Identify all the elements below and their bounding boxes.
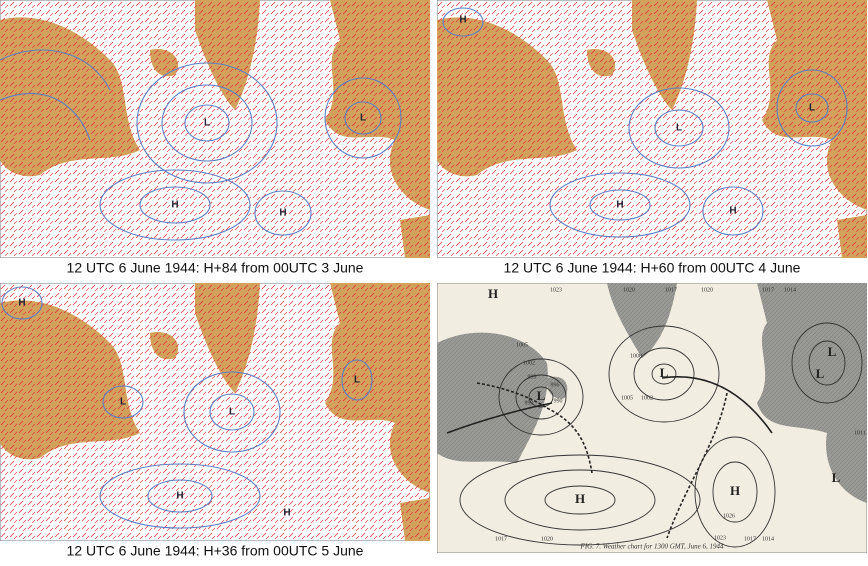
pressure-label: H [176,491,183,502]
isobar-value: 1026 [723,513,735,519]
fronts [446,376,773,539]
caption: 12 UTC 6 June 1944: H+84 from 00UTC 3 Ju… [67,260,364,276]
isobar-value: 1005 [621,395,633,401]
isobar-value: 1014 [784,287,796,293]
pressure-label: L [360,113,366,124]
caption: FIG. 7. Weather chart for 1300 GMT, June… [580,543,724,551]
isobar-value: 1008 [630,353,642,359]
isobar-value: 990 [554,398,563,404]
isobar-value: 1023 [550,287,562,293]
isobar-value: 1017 [665,287,677,293]
pressure-label: L [828,344,837,359]
pressure-label: L [229,407,235,418]
pressure-label: H [171,200,178,211]
isobars [0,49,402,241]
pressure-label: H [283,508,290,519]
isobar-value: 1017 [762,287,774,293]
isobar-value: 993 [525,400,534,406]
isobar-value: 1011 [854,430,866,436]
pressure-label: H [730,483,740,498]
isobar-value: 1020 [701,287,713,293]
isobars [1,286,373,529]
reanalysis-map: H L L H H [437,0,867,258]
pressure-label: L [816,366,825,381]
pressure-label: L [676,123,682,134]
isobar-value: 1020 [541,536,553,542]
pressure-label: H [575,491,585,506]
pressure-label: H [18,298,25,309]
isobar-value: 1017 [495,536,507,542]
isobar-value: 996 [551,382,560,388]
isobar-value: 1002 [523,360,535,366]
pressure-label: H [279,208,286,219]
caption: 12 UTC 6 June 1944: H+36 from 00UTC 5 Ju… [67,543,364,559]
pressure-label: L [120,397,126,408]
pressure-label: L [537,388,546,403]
caption: 12 UTC 6 June 1944: H+60 from 00UTC 4 Ju… [504,260,801,276]
isobar-value: 1020 [623,287,635,293]
pressure-label: H [459,15,466,26]
pressure-label: L [832,470,841,485]
pressure-label: H [729,206,736,217]
reanalysis-map: L L H H [0,0,430,258]
historical-chart: H L L L L H H L 1023 1020 1017 1020 1017… [437,283,867,553]
isobar-value: 999 [528,374,537,380]
isobar-value: 1023 [714,535,726,541]
isobar-values: 1023 1020 1017 1020 1017 1014 1008 1005 … [495,287,866,542]
pressure-label: L [660,365,669,380]
isobars [459,322,863,548]
pressure-label: L [809,103,815,114]
isobar-value: 1002 [641,395,653,401]
isobar-value: 1005 [516,342,528,348]
isobar-value: 1014 [762,536,774,542]
isobar-value: 1017 [744,536,756,542]
isobars [442,7,848,238]
reanalysis-map: H L L L H H [0,283,430,541]
pressure-label: L [204,118,210,129]
pressure-label: L [354,375,360,386]
pressure-label: H [616,200,623,211]
pressure-label: H [488,286,498,301]
